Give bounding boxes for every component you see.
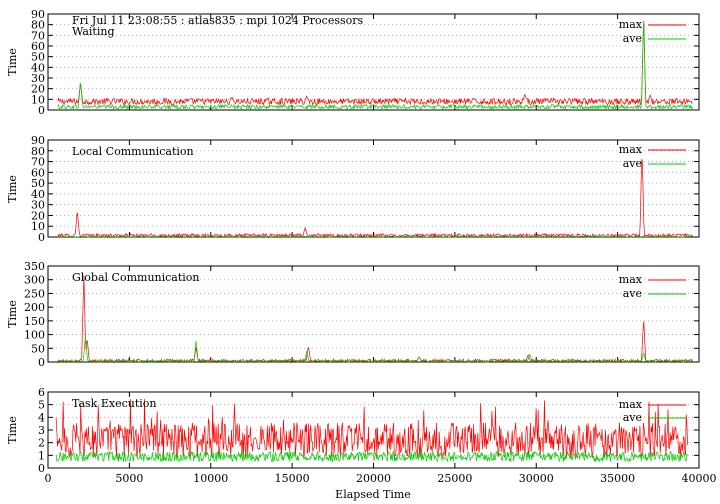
y-tick-label: 0 — [38, 231, 45, 244]
panel-annotation: Waiting — [72, 25, 115, 38]
x-tick-label: 35000 — [600, 472, 635, 485]
legend-label-ave: ave — [623, 411, 642, 424]
panel-annotation: Task Execution — [72, 397, 156, 410]
series-line-ave — [57, 336, 693, 363]
y-tick-label: 5 — [38, 399, 45, 412]
y-tick-label: 3 — [38, 424, 45, 437]
x-tick-labels: 0 5000 10000 15000 20000 25000 30000 35000 40000 — [45, 472, 717, 485]
y-axis-label: Time — [6, 300, 19, 328]
y-tick-label: 0 — [38, 104, 45, 117]
y-tick-label: 200 — [24, 301, 45, 314]
legend-label-ave: ave — [623, 287, 642, 300]
y-axis-label: Time — [6, 416, 19, 444]
series-line-max — [55, 398, 688, 459]
x-tick-label: 5000 — [115, 472, 143, 485]
series-group — [57, 275, 693, 364]
y-axis-label: Time — [6, 48, 19, 76]
y-tick-label: 30 — [31, 199, 45, 212]
series-line-ave — [57, 235, 693, 238]
y-tick-label: 70 — [31, 29, 45, 42]
y-tick-label: 250 — [24, 287, 45, 300]
y-tick-label: 0 — [38, 356, 45, 369]
y-tick-label: 20 — [31, 83, 45, 96]
y-tick-label: 350 — [24, 260, 45, 273]
series-line-max — [57, 20, 693, 106]
y-tick-label: 300 — [24, 274, 45, 287]
legend-label-max: max — [619, 143, 643, 156]
x-axis-label: Elapsed Time — [335, 488, 411, 501]
series-group — [55, 398, 688, 463]
y-tick-label: 50 — [31, 51, 45, 64]
y-axis-label: Time — [6, 175, 19, 203]
x-tick-label: 25000 — [437, 472, 472, 485]
x-tick-label: 30000 — [519, 472, 554, 485]
x-tick-label: 10000 — [193, 472, 228, 485]
y-tick-label: 60 — [31, 40, 45, 53]
y-tick-label: 2 — [38, 437, 45, 450]
chart-title: Fri Jul 11 23:08:55 : atlas835 : mpi 102… — [72, 14, 364, 27]
series-line-max — [57, 275, 693, 364]
x-tick-label: 15000 — [275, 472, 310, 485]
y-tick-label: 40 — [31, 188, 45, 201]
y-tick-label: 0 — [38, 462, 45, 475]
x-tick-label: 20000 — [356, 472, 391, 485]
legend-label-ave: ave — [623, 157, 642, 170]
y-tick-label: 10 — [31, 220, 45, 233]
y-tick-label: 100 — [24, 329, 45, 342]
legend: max ave — [619, 143, 686, 170]
legend-label-max: max — [619, 273, 643, 286]
y-tick-label: 80 — [31, 19, 45, 32]
y-tick-label: 50 — [31, 342, 45, 355]
y-tick-label: 6 — [38, 386, 45, 399]
y-tick-label: 50 — [31, 177, 45, 190]
x-tick-label: 40000 — [682, 472, 717, 485]
series-group — [57, 159, 693, 239]
legend-label-max: max — [619, 398, 643, 411]
legend: max ave — [619, 273, 686, 300]
y-tick-label: 70 — [31, 156, 45, 169]
y-tick-label: 1 — [38, 449, 45, 462]
panel-annotation: Global Communication — [72, 271, 200, 284]
y-tick-label: 40 — [31, 61, 45, 74]
series-group — [57, 20, 693, 111]
y-tick-label: 90 — [31, 8, 45, 21]
legend-label-ave: ave — [623, 32, 642, 45]
y-tick-label: 60 — [31, 166, 45, 179]
x-tick-label: 0 — [45, 472, 52, 485]
y-tick-label: 90 — [31, 134, 45, 147]
y-tick-label: 80 — [31, 145, 45, 158]
legend: max ave — [619, 18, 686, 45]
legend-label-max: max — [619, 18, 643, 31]
grid-lines — [47, 13, 700, 111]
grid-lines — [47, 139, 700, 238]
y-tick-label: 20 — [31, 209, 45, 222]
y-tick-label: 150 — [24, 315, 45, 328]
series-line-ave — [57, 22, 693, 111]
y-tick-label: 10 — [31, 93, 45, 106]
legend: max ave — [619, 398, 686, 424]
y-tick-label: 30 — [31, 72, 45, 85]
y-tick-label: 4 — [38, 411, 45, 424]
series-line-ave — [55, 450, 688, 463]
panel-annotation: Local Communication — [72, 145, 194, 158]
series-line-max — [57, 159, 693, 239]
plot-frame — [47, 13, 700, 111]
